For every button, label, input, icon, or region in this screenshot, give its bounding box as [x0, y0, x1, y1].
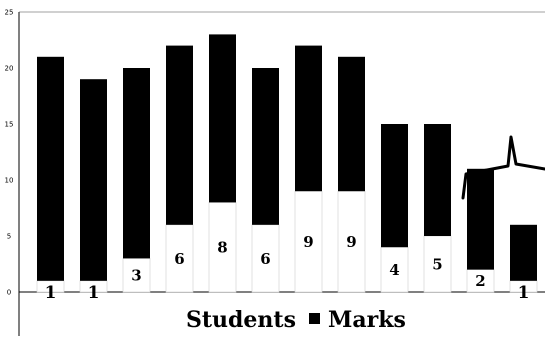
bar-students: [423, 235, 452, 293]
data-label-students: 1: [88, 283, 100, 303]
bars: [36, 34, 538, 293]
data-label-marks: 17: [123, 153, 149, 175]
bar-students: [122, 258, 151, 293]
bar-marks: [381, 124, 408, 248]
data-label-marks: 11: [381, 175, 407, 197]
data-label-marks: 16: [166, 125, 192, 147]
y-tick-label: 15: [5, 121, 14, 129]
data-labels: 20 1 18 1 17 3 16 6 15 8 14 6 13 9 12 9 11 4 10 5 9 2 5 1: [37, 108, 529, 303]
bar-marks: [80, 79, 107, 281]
y-tick-labels: 0 5 10 15 20 25: [5, 9, 14, 297]
bar-marks: [424, 124, 451, 236]
y-tick-label: 10: [5, 177, 14, 185]
y-tick-label: 20: [5, 65, 14, 73]
data-label-marks: 15: [209, 108, 235, 130]
bar-students: [294, 190, 323, 293]
data-label-students: 5: [432, 255, 442, 273]
data-label-marks: 18: [80, 170, 106, 192]
data-label-marks: 20: [37, 159, 63, 181]
data-label-students: 9: [346, 233, 356, 251]
bar-students: [165, 224, 194, 293]
data-label-marks: 14: [252, 136, 278, 158]
data-label-marks: 5: [518, 244, 530, 264]
bar-marks: [37, 56, 64, 281]
data-label-marks: 10: [424, 170, 450, 192]
bar-students: [337, 190, 366, 293]
bar-marks: [209, 34, 236, 203]
y-tick-label: 5: [7, 233, 11, 241]
data-label-marks: 9: [475, 210, 487, 230]
data-label-students: 8: [217, 239, 227, 257]
bar-marks: [252, 68, 279, 225]
legend-students-label: Students: [186, 307, 296, 333]
data-label-students: 1: [45, 283, 57, 303]
legend-marks-swatch: [309, 313, 320, 324]
data-label-students: 3: [131, 267, 141, 285]
y-tick-label: 0: [7, 289, 11, 297]
bar-marks: [123, 68, 150, 259]
bar-marks: [166, 45, 193, 225]
data-label-students: 4: [389, 261, 399, 279]
legend-marks-label: Marks: [328, 307, 406, 333]
bar-marks: [295, 45, 322, 192]
curly-bracket-annotation: [461, 135, 545, 200]
data-label-students: 6: [260, 250, 270, 268]
data-label-students: 9: [303, 233, 313, 251]
bar-students: [251, 224, 280, 293]
bar-marks: [510, 224, 537, 281]
data-label-students: 6: [174, 250, 184, 268]
bar-marks: [467, 168, 494, 270]
bar-students: [208, 202, 237, 293]
data-label-marks: 12: [338, 114, 364, 136]
legend: Students Marks: [186, 307, 406, 333]
data-label-students: 2: [475, 272, 485, 290]
data-label-students: 1: [518, 283, 530, 303]
y-tick-label: 25: [5, 9, 14, 17]
data-label-marks: 13: [295, 108, 321, 130]
bar-marks: [338, 56, 365, 192]
